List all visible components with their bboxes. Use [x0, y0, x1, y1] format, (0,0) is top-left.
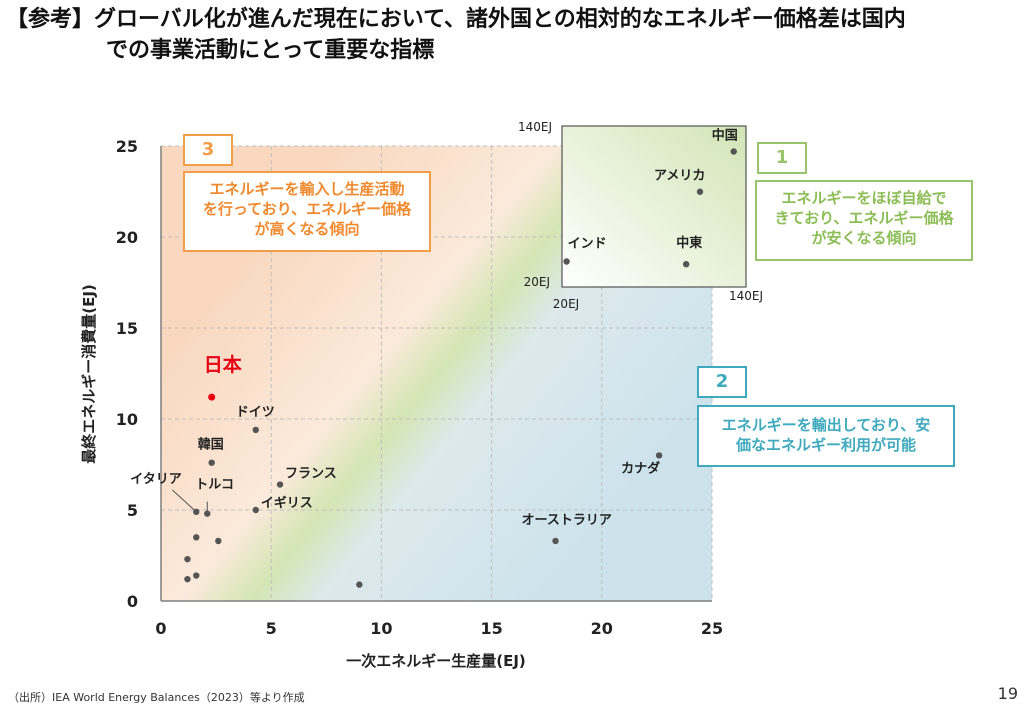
inset-point-label: 中国 — [712, 127, 738, 143]
point-label: フランス — [285, 467, 337, 482]
inset-point-label: 中東 — [676, 235, 702, 251]
data-point — [184, 555, 191, 563]
x-axis-title: 一次エネルギー生産量(EJ) — [346, 652, 526, 670]
x-tick-label: 15 — [480, 619, 502, 638]
point-label: カナダ — [621, 460, 660, 476]
point-label: オーストラリア — [522, 513, 612, 528]
data-point-日本 — [208, 393, 216, 401]
inset-frame — [561, 125, 747, 288]
page-title: 【参考】グローバル化が進んだ現在において、諸外国との相対的なエネルギー価格差は国… — [6, 4, 1016, 66]
data-point — [193, 534, 200, 541]
inset-point-label: インド — [568, 237, 607, 252]
data-point — [193, 572, 200, 579]
x-tick-label: 0 — [155, 619, 166, 638]
axes: 0 5 10 15 20 25 0 5 10 15 20 25 一次エネルギー生産量(EJ) 最終エネルギ… — [80, 137, 723, 670]
annotation-2-number: 2 — [697, 366, 747, 398]
inset-x-max-label: 140EJ — [729, 289, 763, 303]
point-label: ドイツ — [236, 405, 275, 420]
y-tick-label: 10 — [116, 410, 138, 429]
x-tick-label: 5 — [266, 619, 277, 638]
annotation-2-text: エネルギーを輸出しており、安 価なエネルギー利用が可能 — [697, 405, 955, 467]
inset-x-min-label: 20EJ — [553, 297, 579, 311]
label-leader-line — [171, 489, 197, 513]
inset-y-max-label: 140EJ — [518, 120, 552, 134]
y-tick-label: 15 — [116, 319, 138, 338]
y-tick-label: 20 — [116, 228, 138, 247]
data-point-ドイツ — [252, 426, 259, 434]
data-point-フランス — [276, 481, 284, 488]
page-number: 19 — [997, 684, 1018, 703]
data-point-イギリス — [252, 506, 259, 514]
inset-data-point-インド — [563, 258, 570, 265]
y-tick-label: 0 — [127, 592, 138, 611]
x-tick-label: 25 — [701, 619, 723, 638]
title-line-1: 【参考】グローバル化が進んだ現在において、諸外国との相対的なエネルギー価格差は国… — [6, 7, 906, 32]
inset-y-min-label: 20EJ — [524, 275, 550, 289]
x-tick-label: 10 — [370, 619, 392, 638]
inset-data-point-アメリカ — [696, 188, 704, 195]
title-line-2: での事業活動にとって重要な指標 — [106, 38, 435, 63]
source-note: （出所）IEA World Energy Balances（2023）等より作成 — [8, 691, 305, 704]
data-point-韓国 — [208, 459, 215, 466]
inset-point-label: アメリカ — [654, 169, 705, 184]
y-tick-label: 5 — [127, 501, 138, 520]
point-label: 日本 — [204, 353, 242, 376]
annotation-1-number: 1 — [757, 142, 807, 174]
data-point-カナダ — [655, 452, 663, 459]
point-label: 韓国 — [198, 437, 224, 453]
point-label: イギリス — [261, 495, 313, 511]
inset-data-point-中東 — [683, 260, 690, 268]
annotation-3-number: 3 — [183, 134, 233, 166]
data-point — [215, 537, 222, 545]
data-point — [184, 575, 191, 583]
y-tick-label: 25 — [116, 137, 138, 156]
data-point — [356, 581, 363, 588]
data-point-オーストラリア — [552, 537, 559, 545]
point-label: トルコ — [195, 478, 234, 493]
annotation-1-text: エネルギーをほぼ自給で きており、エネルギー価格 が安くなる傾向 — [755, 180, 973, 261]
point-label: イタリア — [130, 472, 181, 487]
annotation-3-text: エネルギーを輸入し生産活動 を行っており、エネルギー価格 が高くなる傾向 — [183, 171, 431, 252]
y-axis-title: 最終エネルギー消費量(EJ) — [80, 284, 98, 464]
inset-data-point-中国 — [730, 148, 737, 155]
x-tick-label: 20 — [591, 619, 613, 638]
